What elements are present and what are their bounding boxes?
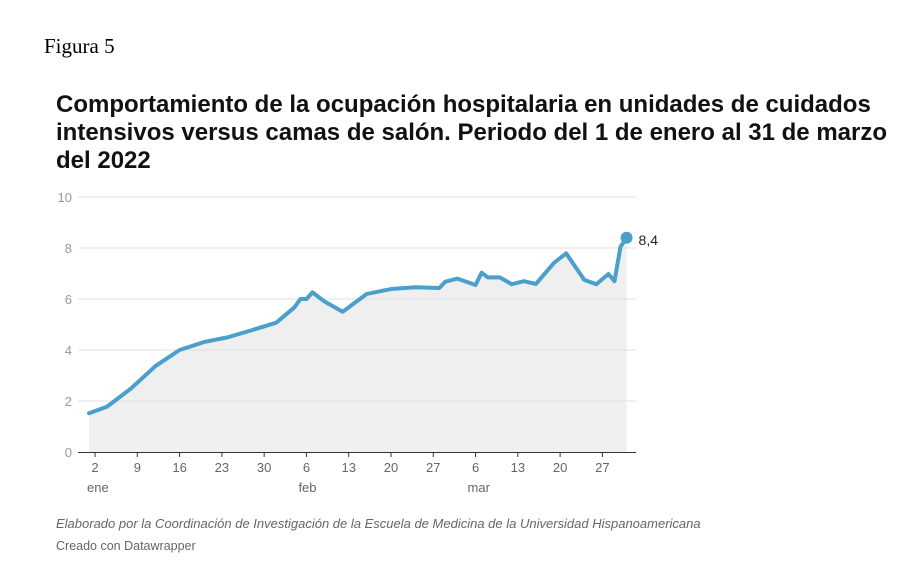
- figure-label: Figura 5: [44, 34, 115, 58]
- chart-title: Comportamiento de la ocupación hospitala…: [56, 91, 887, 174]
- y-tick-label: 8: [65, 241, 72, 256]
- credit-note: Creado con Datawrapper: [56, 539, 196, 553]
- x-tick-label: 6: [303, 460, 310, 475]
- source-note: Elaborado por la Coordinación de Investi…: [56, 516, 701, 531]
- area-fill: [89, 237, 627, 452]
- series-line: [87, 235, 629, 416]
- x-tick-label: 13: [341, 460, 355, 475]
- x-tick-label: 2: [91, 460, 98, 475]
- x-month-label: feb: [298, 480, 316, 495]
- x-tick-label: 6: [472, 460, 479, 475]
- x-tick-label: 23: [215, 460, 229, 475]
- y-tick-label: 6: [65, 292, 72, 307]
- x-tick-label: 16: [172, 460, 186, 475]
- y-tick-label: 2: [65, 394, 72, 409]
- end-value-label: 8,4: [639, 232, 659, 248]
- x-tick-label: 20: [384, 460, 398, 475]
- x-tick-label: 9: [134, 460, 141, 475]
- x-tick-label: 13: [511, 460, 525, 475]
- x-tick-label: 30: [257, 460, 271, 475]
- y-tick-label: 4: [65, 343, 72, 358]
- x-month-label: mar: [468, 480, 491, 495]
- x-month-label: ene: [87, 480, 109, 495]
- x-tick-label: 20: [553, 460, 567, 475]
- x-tick-label: 27: [426, 460, 440, 475]
- x-tick-label: 27: [595, 460, 609, 475]
- y-tick-label: 10: [58, 190, 72, 205]
- end-point-marker: [620, 231, 633, 244]
- y-tick-label: 0: [65, 445, 72, 460]
